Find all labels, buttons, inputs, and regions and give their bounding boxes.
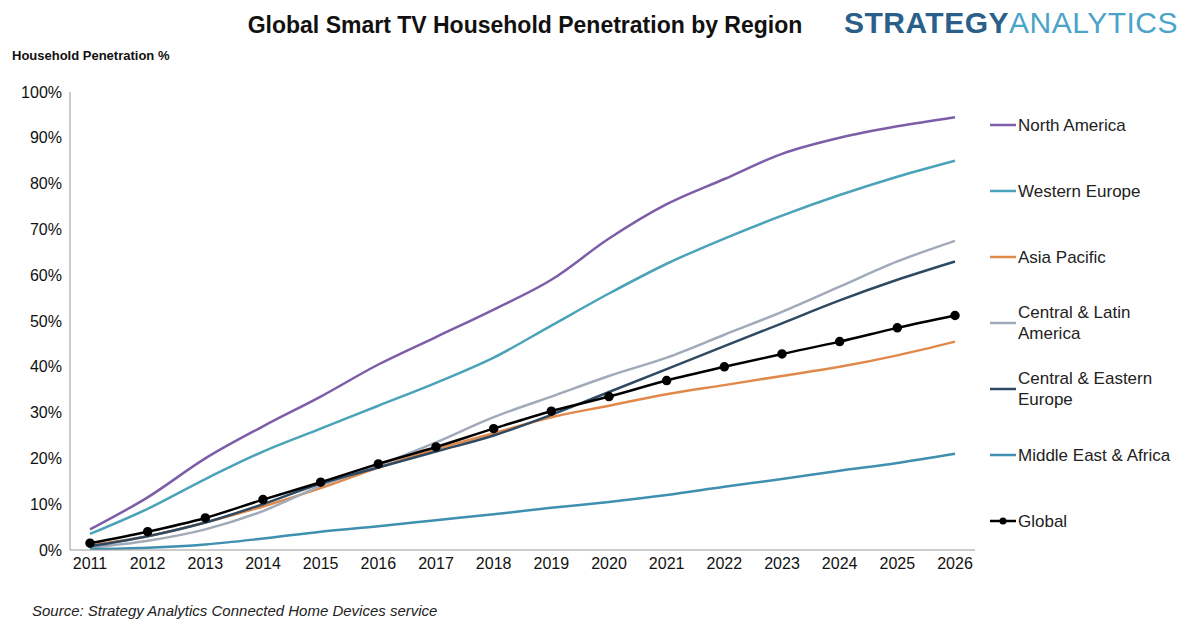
svg-text:2026: 2026 xyxy=(937,555,973,572)
svg-text:10%: 10% xyxy=(30,496,62,513)
svg-text:100%: 100% xyxy=(21,84,62,101)
svg-text:2018: 2018 xyxy=(476,555,512,572)
svg-text:90%: 90% xyxy=(30,129,62,146)
svg-text:70%: 70% xyxy=(30,221,62,238)
svg-text:0%: 0% xyxy=(39,542,62,559)
html-text:Central & Latin America: Central & Latin America xyxy=(1018,303,1131,343)
svg-text:2019: 2019 xyxy=(534,555,570,572)
html-text:Global: Global xyxy=(1018,511,1068,531)
html-text:Western Europe: Western Europe xyxy=(1018,181,1141,201)
svg-text:2022: 2022 xyxy=(707,555,743,572)
html-text:Central & Eastern Europe: Central & Eastern Europe xyxy=(1018,369,1153,409)
svg-text:2014: 2014 xyxy=(245,555,281,572)
html-text:Household Penetration %: Household Penetration % xyxy=(12,48,170,63)
html-text:North America: North America xyxy=(1018,115,1126,135)
svg-text:2021: 2021 xyxy=(649,555,685,572)
html-text:Middle East & Africa: Middle East & Africa xyxy=(1018,445,1171,465)
svg-text:60%: 60% xyxy=(30,267,62,284)
svg-text:30%: 30% xyxy=(30,404,62,421)
svg-text:2017: 2017 xyxy=(418,555,454,572)
html-text:Global Smart TV Household Pene: Global Smart TV Household Penetration by… xyxy=(247,12,803,38)
svg-text:2016: 2016 xyxy=(361,555,397,572)
svg-text:2012: 2012 xyxy=(130,555,166,572)
svg-text:2015: 2015 xyxy=(303,555,339,572)
svg-text:2024: 2024 xyxy=(822,555,858,572)
svg-text:2013: 2013 xyxy=(188,555,224,572)
svg-text:20%: 20% xyxy=(30,450,62,467)
html-text:STRATEGY ANALYTICS: STRATEGY ANALYTICS xyxy=(843,6,1178,39)
html-text:Source: Strategy Analytics Con: Source: Strategy Analytics Connected Hom… xyxy=(32,602,438,619)
svg-text:2020: 2020 xyxy=(591,555,627,572)
svg-text:80%: 80% xyxy=(30,175,62,192)
svg-text:2025: 2025 xyxy=(880,555,916,572)
svg-text:2023: 2023 xyxy=(764,555,800,572)
svg-text:40%: 40% xyxy=(30,358,62,375)
svg-text:50%: 50% xyxy=(30,313,62,330)
html-text:Asia Pacific: Asia Pacific xyxy=(1018,247,1106,267)
svg-text:2011: 2011 xyxy=(73,555,108,572)
